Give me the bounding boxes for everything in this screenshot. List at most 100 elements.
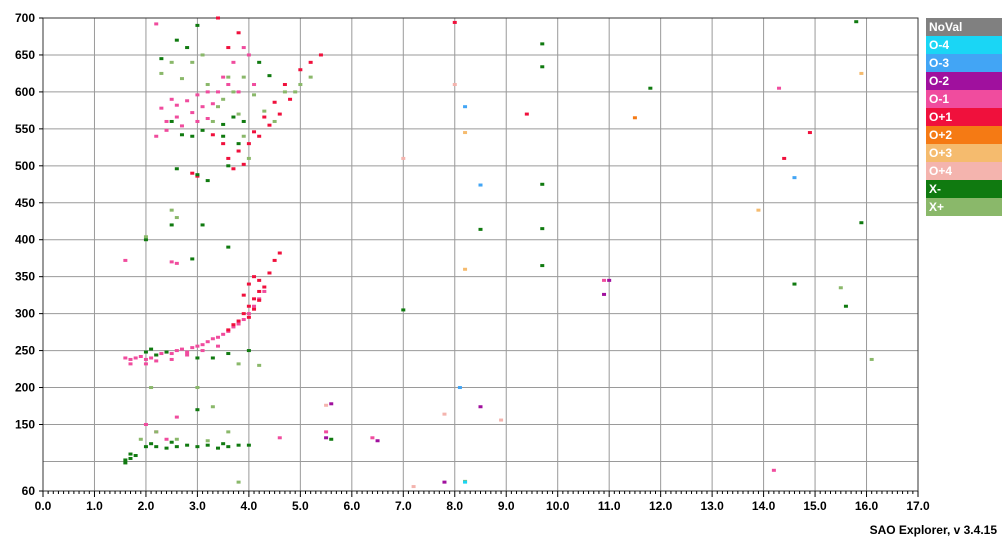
data-point [241,119,246,123]
data-point [602,292,607,296]
data-point [143,362,148,366]
y-tick-label: 200 [15,381,35,395]
data-point [241,312,246,316]
legend-item: O-1 [926,90,1002,108]
data-point [607,278,612,282]
data-point [257,278,262,282]
data-point [241,162,246,166]
data-point [216,105,220,109]
legend-item: X+ [926,198,1002,216]
data-point [174,115,179,119]
x-tick-label: 16.0 [855,499,879,513]
data-point [231,60,236,64]
legend-item: O+2 [926,126,1002,144]
data-point [226,46,231,50]
data-point [777,86,782,90]
x-tick-label: 15.0 [803,499,827,513]
data-point [190,60,195,64]
x-tick-label: 11.0 [598,499,621,513]
data-point [226,430,231,434]
data-point [174,349,179,353]
data-point [859,221,864,225]
data-point [478,183,483,187]
data-point [226,328,231,332]
data-point [236,443,241,447]
data-point [190,346,195,350]
data-point [200,128,205,132]
data-point [169,440,174,444]
data-point [246,142,251,146]
data-point [308,75,313,79]
data-point [159,352,164,356]
data-point [231,90,236,94]
data-point [246,156,251,160]
data-point [226,245,231,249]
data-points [123,16,874,489]
data-point [143,238,148,242]
x-tick-label: 2.0 [138,499,155,513]
data-point [143,235,148,239]
data-point [169,260,174,264]
data-point [195,386,200,390]
data-point [452,20,457,24]
data-point [257,298,262,302]
data-point [463,480,468,484]
data-point [231,115,236,119]
data-point [236,480,241,484]
data-point [221,142,226,146]
data-point [205,443,210,447]
data-point [195,408,200,412]
legend-item: O-2 [926,72,1002,90]
data-point [226,75,231,79]
data-point [195,93,200,97]
data-point [262,289,267,293]
data-point [210,102,215,106]
y-tick-label: 300 [15,307,35,321]
data-point [370,436,375,440]
y-tick-label: 400 [15,233,35,247]
data-point [154,430,159,434]
data-point [149,347,154,351]
data-point [252,93,257,97]
data-point [241,293,246,297]
data-point [257,289,262,293]
data-point [210,337,215,341]
legend-item: X- [926,180,1002,198]
data-point [221,75,226,79]
data-point [375,439,380,443]
y-tick-label: 450 [15,196,35,210]
data-point [226,83,231,87]
x-tick-label: 6.0 [343,499,360,513]
x-tick-label: 4.0 [241,499,258,513]
y-tick-label: 150 [15,417,35,431]
data-point [308,60,313,64]
data-point [149,356,154,360]
data-point [143,422,148,426]
data-point [164,350,169,354]
data-point [159,106,164,110]
data-point [226,156,231,160]
data-point [205,90,210,94]
data-point [478,405,483,409]
data-point [241,318,246,322]
data-point [164,446,169,450]
data-point [632,116,637,120]
data-point [236,362,241,366]
y-tick-label: 500 [15,159,35,173]
data-point [282,90,287,94]
data-point [267,74,272,78]
legend: NoVal O-4 O-3 O-2 O-1 O+1 O+2 O+3 O+4 X- X+ [926,18,1002,216]
data-point [190,171,195,175]
data-point [843,304,848,308]
data-point [205,83,210,87]
data-point [154,359,159,363]
x-tick-label: 8.0 [446,499,463,513]
data-point [329,437,334,441]
data-point [200,105,205,109]
data-point [782,156,787,160]
data-point [164,437,169,441]
x-tick-label: 7.0 [395,499,412,513]
data-point [164,119,169,123]
data-point [174,167,179,171]
